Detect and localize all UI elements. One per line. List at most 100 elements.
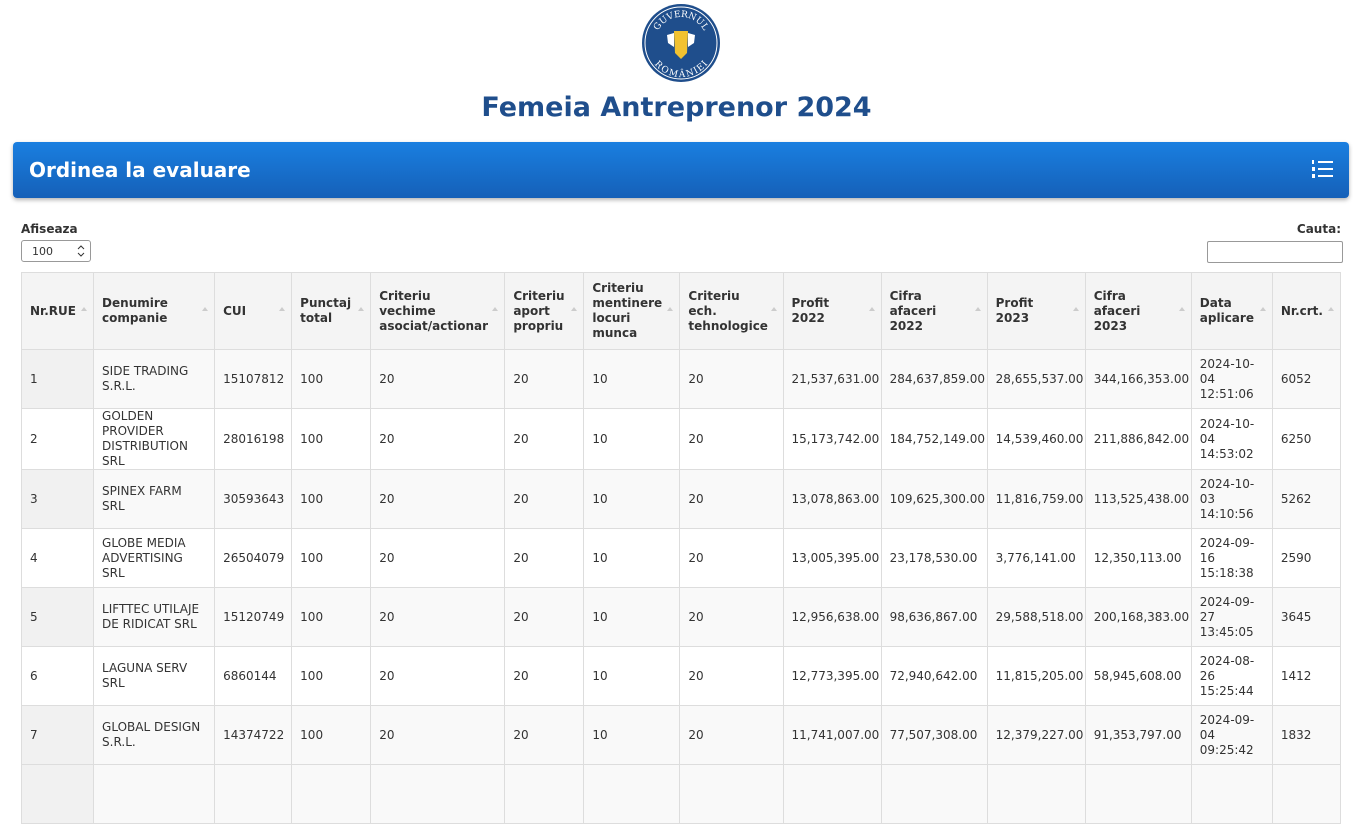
page: {"header":{"logo":{"top":"GUVERNUL","bot… <box>13 4 1349 824</box>
table-cell: 20 <box>370 646 506 706</box>
table-row: 6 LAGUNA SERV SRL 6860144 100 20 20 10 20 12,773… <box>20 646 1342 706</box>
table-cell <box>291 764 372 824</box>
table-cell: 3645 <box>1271 587 1342 647</box>
table-cell: 20 <box>679 408 784 470</box>
table-cell: 2024-08-26 15:25:44 <box>1190 646 1273 706</box>
table-cell: 100 <box>291 587 372 647</box>
table-cell: 2 <box>20 408 95 470</box>
table-cell: 20 <box>504 349 585 409</box>
table-row: 5 LIFTTEC UTILAJE DE RIDICAT SRL 15120749 1… <box>20 587 1342 647</box>
table-cell: 10 <box>583 646 681 706</box>
table-cell: 20 <box>679 528 784 588</box>
table-cell: 2024-09-04 09:25:42 <box>1190 705 1273 765</box>
table-row <box>20 764 1342 824</box>
table-cell: 15120749 <box>214 587 293 647</box>
table-cell: 12,350,113.00 <box>1084 528 1192 588</box>
table-cell: 200,168,383.00 <box>1084 587 1192 647</box>
table-cell: 100 <box>291 408 372 470</box>
column-header[interactable]: Cifra afaceri 2022 <box>880 272 988 350</box>
table-cell: 10 <box>583 528 681 588</box>
table-cell: 20 <box>504 587 585 647</box>
results-table: Nr.RUE Denumire companie CUI Punctaj total C… <box>20 272 1342 824</box>
table-cell: 20 <box>679 587 784 647</box>
table-cell: SPINEX FARM SRL <box>93 469 216 529</box>
table-cell: 10 <box>583 705 681 765</box>
table-row: 3 SPINEX FARM SRL 30593643 100 20 20 10 20 13,07… <box>20 469 1342 529</box>
table-cell: 23,178,530.00 <box>880 528 988 588</box>
column-header[interactable]: Punctaj total <box>291 272 372 350</box>
table-cell: LAGUNA SERV SRL <box>93 646 216 706</box>
table-cell: GLOBE MEDIA ADVERTISING SRL <box>93 528 216 588</box>
table-cell: 20 <box>679 469 784 529</box>
table-cell: 20 <box>504 646 585 706</box>
banner-title: Ordinea la evaluare <box>29 158 251 182</box>
logo: GUVERNUL ROMÂNIEI <box>642 4 720 82</box>
table-cell: 2024-09-27 13:45:05 <box>1190 587 1273 647</box>
table-cell: 28,655,537.00 <box>986 349 1086 409</box>
table-cell: 20 <box>370 528 506 588</box>
table-cell: 28016198 <box>214 408 293 470</box>
table-cell: 100 <box>291 528 372 588</box>
table-cell: 2024-10-04 14:53:02 <box>1190 408 1273 470</box>
show-label: Afiseaza <box>21 222 78 236</box>
table-cell: 5262 <box>1271 469 1342 529</box>
page-title: Femeia Antreprenor 2024 <box>481 92 872 123</box>
column-header[interactable]: Profit 2022 <box>782 272 882 350</box>
table-cell: 20 <box>504 528 585 588</box>
search-input[interactable] <box>1207 241 1343 263</box>
table-row: 1 SIDE TRADING S.R.L. 15107812 100 20 20 10 20 2… <box>20 349 1342 409</box>
table-cell: 12,956,638.00 <box>782 587 882 647</box>
column-header[interactable]: Criteriu mentinere locuri munca <box>583 272 681 350</box>
table-cell <box>370 764 506 824</box>
table-cell: 7 <box>20 705 95 765</box>
table-cell: 14,539,460.00 <box>986 408 1086 470</box>
table-cell: 12,773,395.00 <box>782 646 882 706</box>
search-label: Cauta: <box>1296 222 1341 236</box>
table-cell: 100 <box>291 646 372 706</box>
table-cell: 100 <box>291 349 372 409</box>
table-cell <box>214 764 293 824</box>
table-cell: 2024-10-03 14:10:56 <box>1190 469 1273 529</box>
banner: Ordinea la evaluare <box>13 142 1349 198</box>
column-header[interactable]: Profit 2023 <box>986 272 1086 350</box>
list-icon[interactable] <box>1311 159 1333 179</box>
table-cell: 20 <box>370 587 506 647</box>
table-cell: 14374722 <box>214 705 293 765</box>
table-cell: 13,005,395.00 <box>782 528 882 588</box>
column-header[interactable]: Denumire companie <box>93 272 216 350</box>
column-header[interactable]: Criteriu aport propriu <box>504 272 585 350</box>
column-header[interactable]: Nr.crt. <box>1271 272 1342 350</box>
column-header[interactable]: Criteriu ech. tehnologice <box>679 272 784 350</box>
table-cell <box>504 764 585 824</box>
table-cell: 2024-10-04 12:51:06 <box>1190 349 1273 409</box>
table-cell: LIFTTEC UTILAJE DE RIDICAT SRL <box>93 587 216 647</box>
table-cell <box>1084 764 1192 824</box>
table-cell <box>93 764 216 824</box>
column-header[interactable]: CUI <box>214 272 293 350</box>
table-cell: GOLDEN PROVIDER DISTRIBUTION SRL <box>93 408 216 470</box>
column-header[interactable]: Data aplicare <box>1190 272 1273 350</box>
table-cell: 2024-09-16 15:18:38 <box>1190 528 1273 588</box>
table-cell: 10 <box>583 469 681 529</box>
column-header[interactable]: Cifra afaceri 2023 <box>1084 272 1192 350</box>
page-size-select[interactable]: 100 <box>21 240 91 262</box>
table-cell: 20 <box>370 408 506 470</box>
table-cell: 15,173,742.00 <box>782 408 882 470</box>
table-cell: 29,588,518.00 <box>986 587 1086 647</box>
table-cell: 11,816,759.00 <box>986 469 1086 529</box>
table-cell: 4 <box>20 528 95 588</box>
column-header[interactable]: Criteriu vechime asociat/actionar <box>370 272 506 350</box>
table-cell: 98,636,867.00 <box>880 587 988 647</box>
table-cell: 113,525,438.00 <box>1084 469 1192 529</box>
table-cell <box>583 764 681 824</box>
table-cell: 1832 <box>1271 705 1342 765</box>
table-cell: 21,537,631.00 <box>782 349 882 409</box>
table-cell: 109,625,300.00 <box>880 469 988 529</box>
table-cell: 11,741,007.00 <box>782 705 882 765</box>
select-arrows <box>77 245 85 257</box>
table-cell: 11,815,205.00 <box>986 646 1086 706</box>
table-cell <box>1190 764 1273 824</box>
table-cell: 72,940,642.00 <box>880 646 988 706</box>
table-cell <box>20 764 95 824</box>
column-header[interactable]: Nr.RUE <box>20 272 95 350</box>
